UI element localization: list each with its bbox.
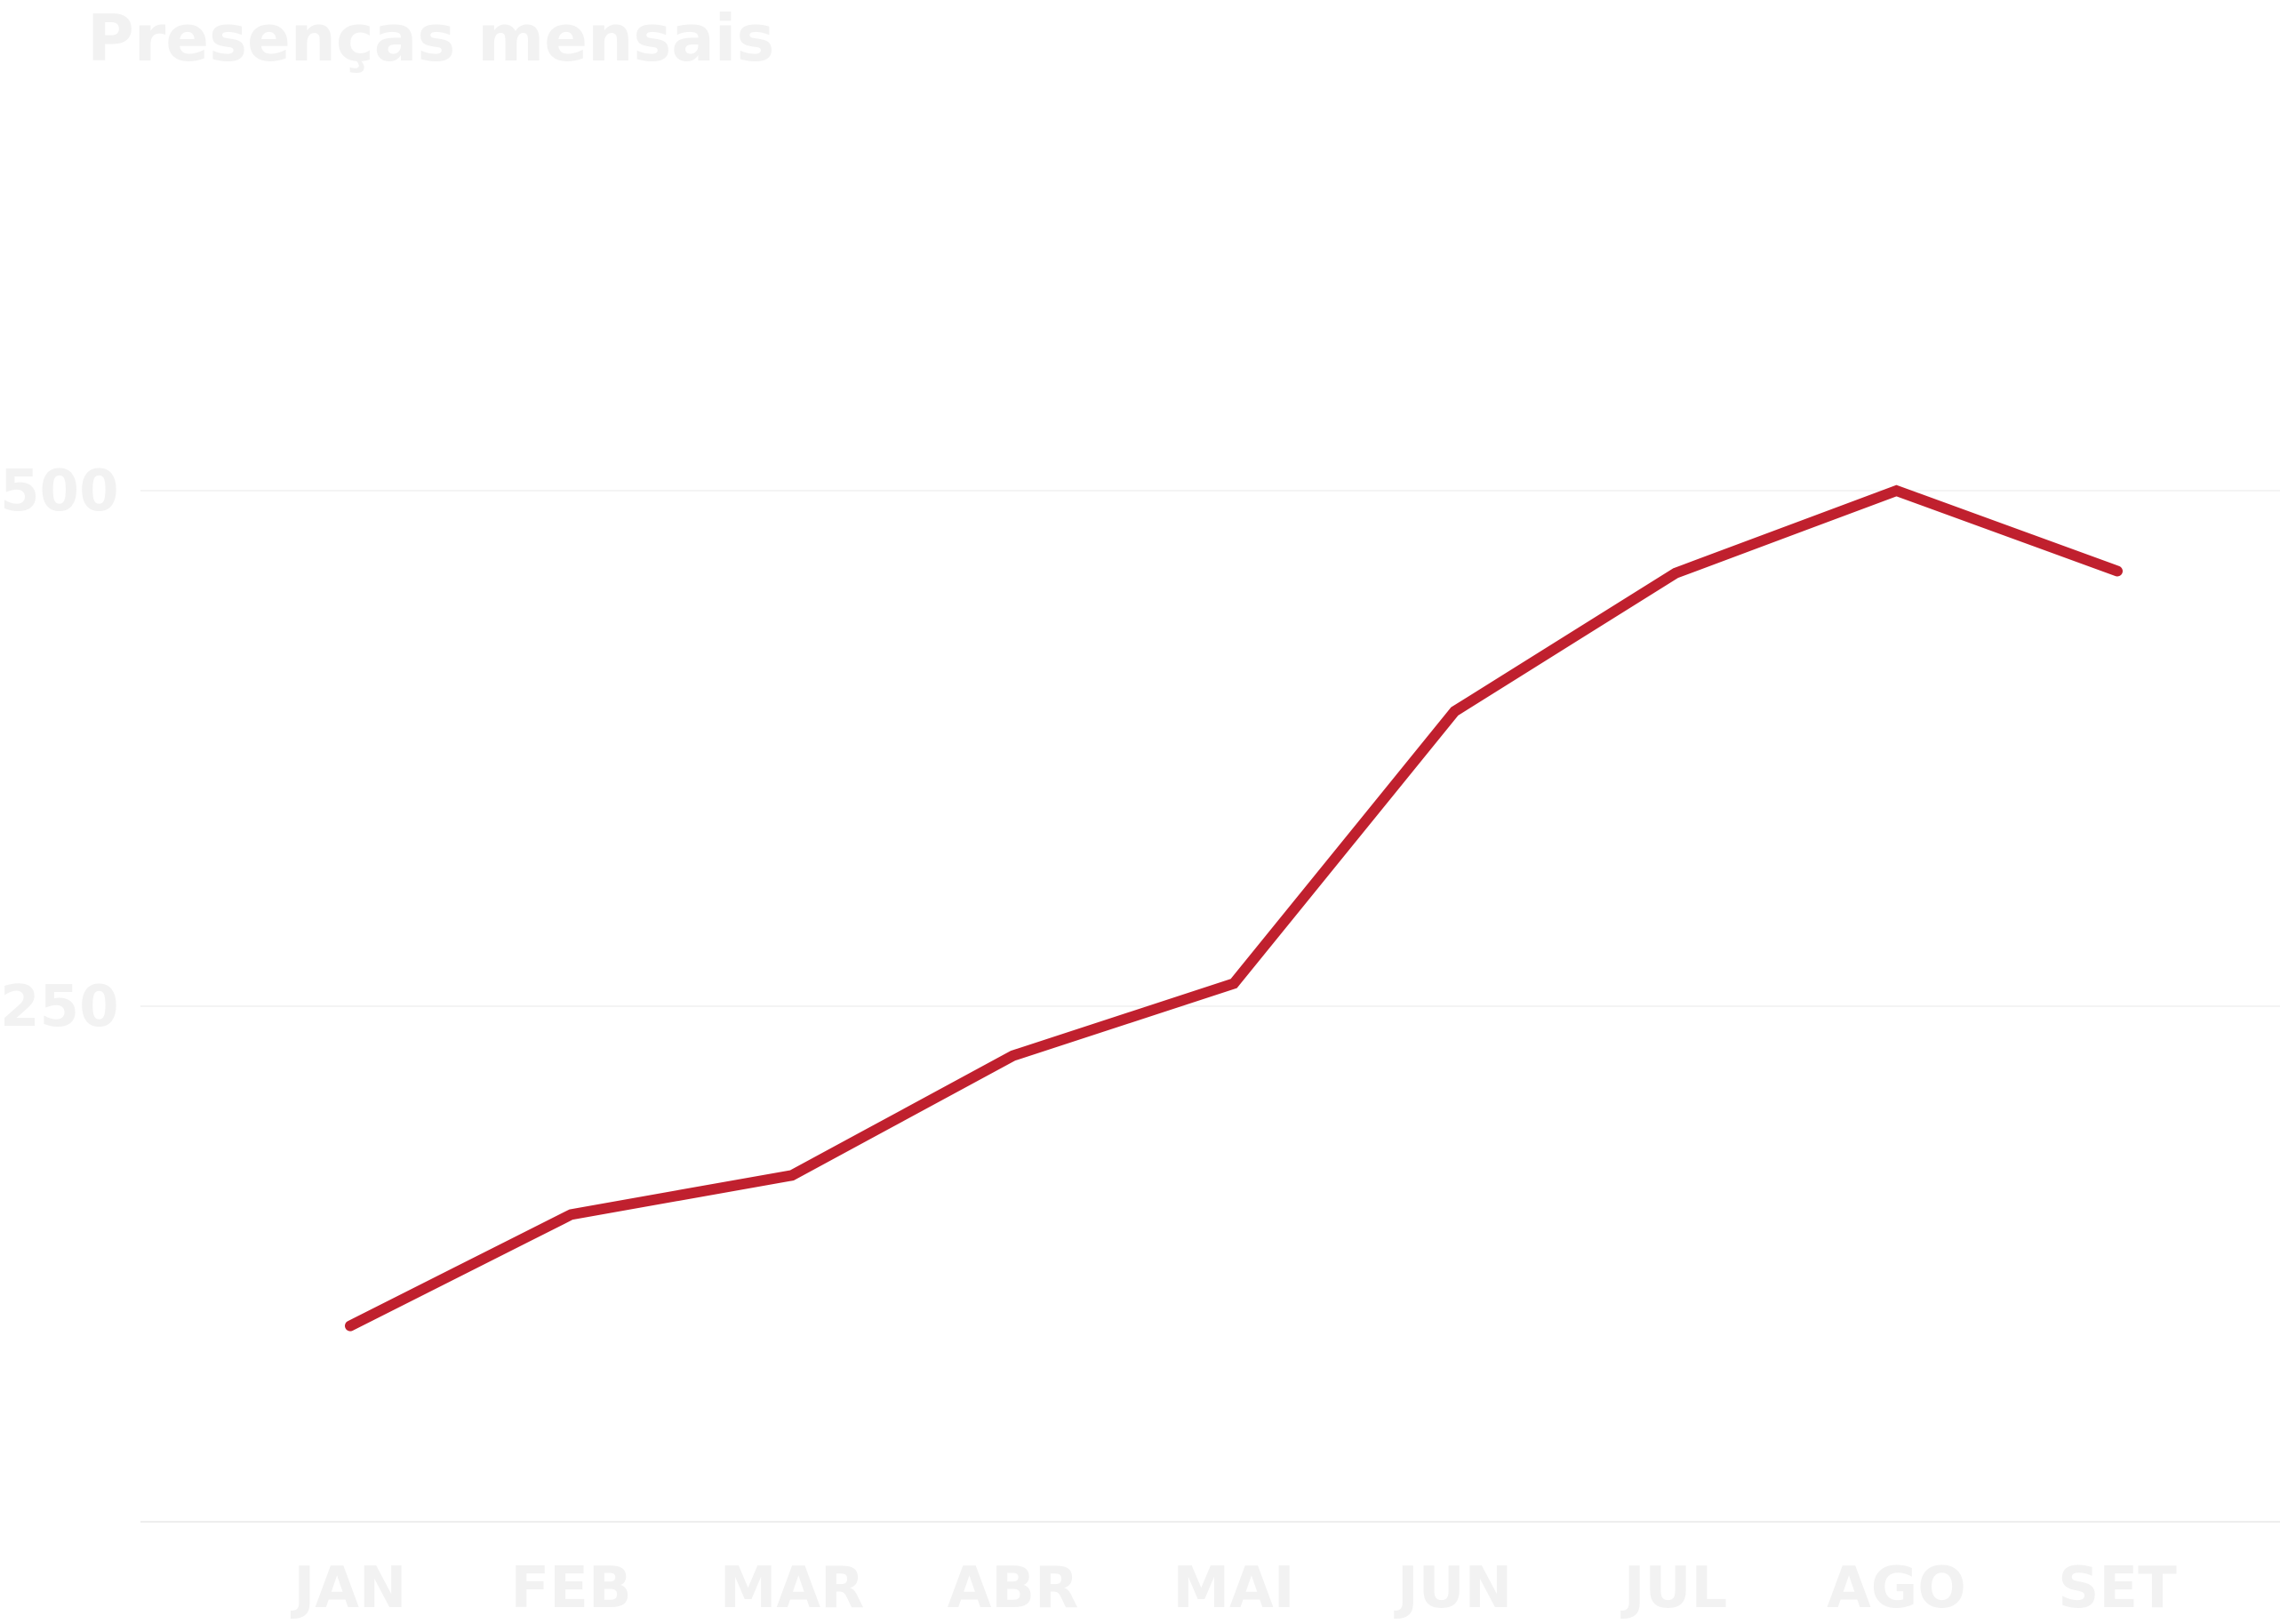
y-axis-ticks: 250 500 bbox=[0, 459, 119, 1040]
x-tick-label: FEB bbox=[510, 1556, 631, 1621]
x-tick-label: AGO bbox=[1827, 1556, 1965, 1621]
y-tick-label: 500 bbox=[0, 459, 119, 524]
y-tick-label: 250 bbox=[0, 974, 119, 1040]
gridlines bbox=[140, 490, 2280, 1523]
x-tick-label: JAN bbox=[291, 1556, 407, 1621]
series-lines bbox=[345, 484, 2123, 1332]
x-tick-label: SET bbox=[2058, 1556, 2177, 1621]
x-tick-label: JUN bbox=[1394, 1556, 1512, 1621]
x-tick-label: MAI bbox=[1172, 1556, 1294, 1621]
x-axis-ticks: JAN FEB MAR ABR MAI JUN JUL AGO SET bbox=[291, 1556, 2178, 1621]
x-tick-label: JUL bbox=[1620, 1556, 1728, 1621]
x-tick-label: ABR bbox=[948, 1556, 1079, 1621]
x-tick-label: MAR bbox=[720, 1556, 865, 1621]
chart-title: Presenças mensais bbox=[87, 1, 774, 76]
series-line bbox=[345, 484, 2123, 1332]
